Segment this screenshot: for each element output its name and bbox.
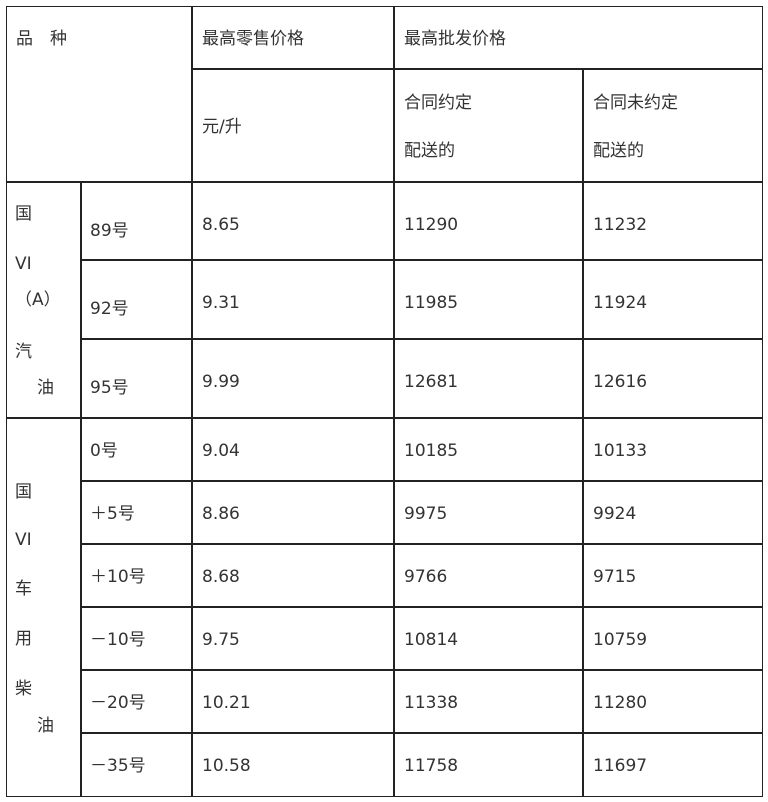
diesel-retail-cell: 10.58 bbox=[191, 732, 395, 797]
header-variety-cell: 品 种 bbox=[6, 6, 193, 183]
gasoline-retail-cell: 8.65 bbox=[191, 181, 395, 261]
diesel-contract-cell: 11758 bbox=[393, 732, 584, 797]
diesel-contract-cell: 9766 bbox=[393, 543, 584, 608]
header-unit-cell: 元/升 bbox=[191, 68, 395, 183]
diesel-contract: 9766 bbox=[404, 567, 448, 587]
diesel-retail: 10.58 bbox=[202, 756, 251, 776]
gasoline-contract-cell: 11985 bbox=[393, 259, 584, 340]
diesel-retail-cell: 10.21 bbox=[191, 669, 395, 734]
gasoline-no-contract-cell: 11232 bbox=[582, 181, 763, 261]
diesel-no-contract: 10133 bbox=[593, 441, 648, 461]
gasoline-grade-cell: 89号 bbox=[80, 181, 193, 261]
gasoline-grade-cell: 92号 bbox=[80, 259, 193, 340]
diesel-retail: 9.04 bbox=[202, 441, 240, 461]
header-contract-cell: 合同约定 配送的 bbox=[393, 68, 584, 183]
diesel-contract-cell: 10185 bbox=[393, 417, 584, 482]
header-retail-cell: 最高零售价格 bbox=[191, 6, 395, 70]
diesel-grade-cell: －10号 bbox=[80, 606, 193, 671]
header-wholesale-max: 最高批发价格 bbox=[404, 29, 506, 49]
diesel-no-contract-cell: 11280 bbox=[582, 669, 763, 734]
diesel-no-contract-cell: 10133 bbox=[582, 417, 763, 482]
diesel-no-contract: 10759 bbox=[593, 630, 648, 650]
gasoline-retail-cell: 9.31 bbox=[191, 259, 395, 340]
diesel-no-contract-cell: 10759 bbox=[582, 606, 763, 671]
diesel-grade: ＋10号 bbox=[90, 567, 146, 587]
diesel-retail-cell: 8.86 bbox=[191, 480, 395, 545]
diesel-grade: 0号 bbox=[90, 441, 118, 461]
diesel-contract: 10814 bbox=[404, 630, 459, 650]
gasoline-retail: 9.99 bbox=[202, 372, 240, 392]
diesel-label-char: VI bbox=[15, 530, 32, 550]
diesel-contract-cell: 9975 bbox=[393, 480, 584, 545]
diesel-no-contract: 9924 bbox=[593, 504, 637, 524]
diesel-contract-cell: 11338 bbox=[393, 669, 584, 734]
gasoline-contract: 11985 bbox=[404, 293, 459, 313]
header-no-contract-line1: 合同未约定 bbox=[593, 93, 678, 113]
diesel-label-char: 用 bbox=[15, 629, 32, 649]
diesel-no-contract: 9715 bbox=[593, 567, 637, 587]
gasoline-grade-cell: 95号 bbox=[80, 338, 193, 419]
gasoline-no-contract: 12616 bbox=[593, 372, 648, 392]
gasoline-retail-cell: 9.99 bbox=[191, 338, 395, 419]
diesel-no-contract-cell: 9715 bbox=[582, 543, 763, 608]
diesel-grade-cell: ＋10号 bbox=[80, 543, 193, 608]
diesel-grade-cell: ＋5号 bbox=[80, 480, 193, 545]
diesel-grade: ＋5号 bbox=[90, 504, 135, 524]
diesel-retail: 8.86 bbox=[202, 504, 240, 524]
gasoline-contract: 12681 bbox=[404, 372, 459, 392]
gasoline-retail: 8.65 bbox=[202, 215, 240, 235]
diesel-contract: 11758 bbox=[404, 756, 459, 776]
diesel-no-contract-cell: 9924 bbox=[582, 480, 763, 545]
gasoline-label-char: 油 bbox=[37, 378, 54, 398]
diesel-grade-cell: －35号 bbox=[80, 732, 193, 797]
gasoline-label-char: （A） bbox=[15, 290, 61, 310]
diesel-grade: －35号 bbox=[90, 756, 146, 776]
header-contract-line2: 配送的 bbox=[404, 141, 455, 161]
diesel-grade: －10号 bbox=[90, 630, 146, 650]
diesel-retail: 8.68 bbox=[202, 567, 240, 587]
diesel-label-char: 油 bbox=[37, 716, 54, 736]
diesel-retail-cell: 8.68 bbox=[191, 543, 395, 608]
gasoline-label-char: VI bbox=[15, 254, 32, 274]
header-retail-unit: 元/升 bbox=[202, 117, 242, 137]
gasoline-no-contract: 11924 bbox=[593, 293, 648, 313]
gasoline-label-cell: 国 VI （A） 汽 油 bbox=[6, 181, 82, 419]
diesel-no-contract-cell: 11697 bbox=[582, 732, 763, 797]
diesel-label-char: 柴 bbox=[15, 679, 32, 699]
diesel-label-char: 国 bbox=[15, 482, 32, 502]
gasoline-grade: 95号 bbox=[90, 378, 129, 398]
diesel-contract: 9975 bbox=[404, 504, 448, 524]
gasoline-contract: 11290 bbox=[404, 215, 459, 235]
diesel-retail-cell: 9.04 bbox=[191, 417, 395, 482]
diesel-grade-cell: －20号 bbox=[80, 669, 193, 734]
header-variety: 品 种 bbox=[16, 29, 67, 49]
gasoline-contract-cell: 12681 bbox=[393, 338, 584, 419]
diesel-contract: 11338 bbox=[404, 693, 459, 713]
gasoline-retail: 9.31 bbox=[202, 293, 240, 313]
diesel-grade-cell: 0号 bbox=[80, 417, 193, 482]
gasoline-contract-cell: 11290 bbox=[393, 181, 584, 261]
gasoline-grade: 89号 bbox=[90, 221, 129, 241]
diesel-retail: 9.75 bbox=[202, 630, 240, 650]
diesel-contract-cell: 10814 bbox=[393, 606, 584, 671]
header-no-contract-line2: 配送的 bbox=[593, 141, 644, 161]
diesel-retail: 10.21 bbox=[202, 693, 251, 713]
diesel-no-contract: 11280 bbox=[593, 693, 648, 713]
header-retail-max: 最高零售价格 bbox=[202, 29, 304, 49]
diesel-contract: 10185 bbox=[404, 441, 459, 461]
diesel-label-char: 车 bbox=[15, 579, 32, 599]
gasoline-label-char: 汽 bbox=[15, 342, 32, 362]
header-wholesale-cell: 最高批发价格 bbox=[393, 6, 763, 70]
gasoline-grade: 92号 bbox=[90, 299, 129, 319]
gasoline-label-char: 国 bbox=[15, 204, 32, 224]
diesel-no-contract: 11697 bbox=[593, 756, 648, 776]
diesel-retail-cell: 9.75 bbox=[191, 606, 395, 671]
gasoline-no-contract-cell: 12616 bbox=[582, 338, 763, 419]
header-no-contract-cell: 合同未约定 配送的 bbox=[582, 68, 763, 183]
diesel-grade: －20号 bbox=[90, 693, 146, 713]
diesel-label-cell: 国 VI 车 用 柴 油 bbox=[6, 417, 82, 797]
gasoline-no-contract: 11232 bbox=[593, 215, 648, 235]
header-contract-line1: 合同约定 bbox=[404, 93, 472, 113]
gasoline-no-contract-cell: 11924 bbox=[582, 259, 763, 340]
